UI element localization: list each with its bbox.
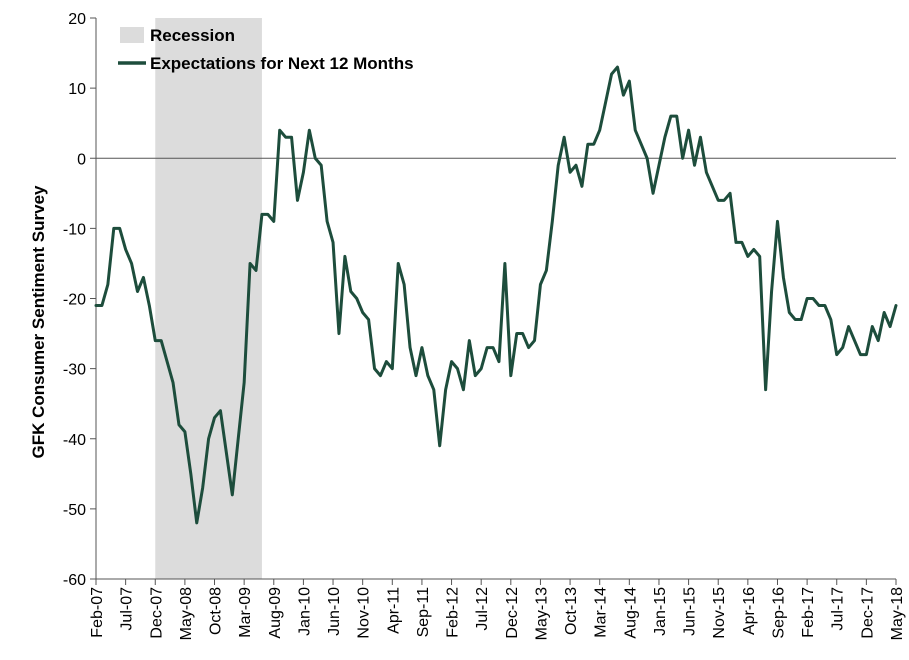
legend: Recession Expectations for Next 12 Month… <box>118 26 414 73</box>
x-tick-label: Nov-15 <box>711 587 728 639</box>
legend-label-recession: Recession <box>150 26 235 45</box>
y-tick-label: 0 <box>77 151 86 168</box>
y-tick-label: -50 <box>63 502 86 519</box>
x-tick-label: Jan-10 <box>296 587 313 636</box>
x-tick-label: Mar-09 <box>237 587 254 638</box>
x-tick-label: Sep-11 <box>415 587 432 638</box>
axes <box>90 17 897 585</box>
legend-swatch-recession <box>120 27 144 43</box>
y-tick-label: 10 <box>68 81 86 98</box>
x-tick-label: May-18 <box>889 587 906 640</box>
x-tick-label: Feb-12 <box>445 587 462 638</box>
x-tick-label: Jul-07 <box>119 587 136 631</box>
x-tick-label: Oct-08 <box>208 587 225 635</box>
x-tick-label: Jun-15 <box>682 587 699 636</box>
x-tick-label: Feb-17 <box>800 587 817 638</box>
x-tick-label: Mar-14 <box>593 587 610 638</box>
series-layer <box>94 65 898 525</box>
x-tick-label: Dec-17 <box>859 587 876 639</box>
y-tick-label: 20 <box>68 11 86 28</box>
recession-shading-layer <box>155 18 262 579</box>
x-tick-label: Jul-12 <box>474 587 491 631</box>
recession-band <box>155 18 262 579</box>
y-tick-label: -40 <box>63 432 86 449</box>
x-tick-label: May-13 <box>533 587 550 640</box>
x-tick-label: Aug-14 <box>622 587 639 639</box>
x-tick-label: Apr-16 <box>741 587 758 635</box>
series-line-expectations <box>94 65 898 525</box>
x-tick-label: May-08 <box>178 587 195 640</box>
x-tick-label: Sep-16 <box>770 587 787 639</box>
x-tick-label: Dec-12 <box>504 587 521 639</box>
legend-label-expectations: Expectations for Next 12 Months <box>150 54 414 73</box>
x-tick-label: Feb-07 <box>89 587 106 638</box>
y-tick-label: -60 <box>63 572 86 589</box>
x-tick-label: Dec-07 <box>148 587 165 639</box>
x-tick-label: Jul-17 <box>830 587 847 631</box>
y-tick-label: -10 <box>63 221 86 238</box>
x-tick-label: Jun-10 <box>326 587 343 636</box>
x-tick-label: Nov-10 <box>356 587 373 639</box>
x-tick-label: Aug-09 <box>267 587 284 639</box>
x-tick-label: Jan-15 <box>652 587 669 636</box>
y-tick-label: -20 <box>63 292 86 309</box>
y-axis-title: GFK Consumer Sentiment Survey <box>29 185 48 459</box>
x-tick-label: Apr-11 <box>385 587 402 634</box>
y-tick-label: -30 <box>63 362 86 379</box>
x-tick-label: Oct-13 <box>563 587 580 635</box>
